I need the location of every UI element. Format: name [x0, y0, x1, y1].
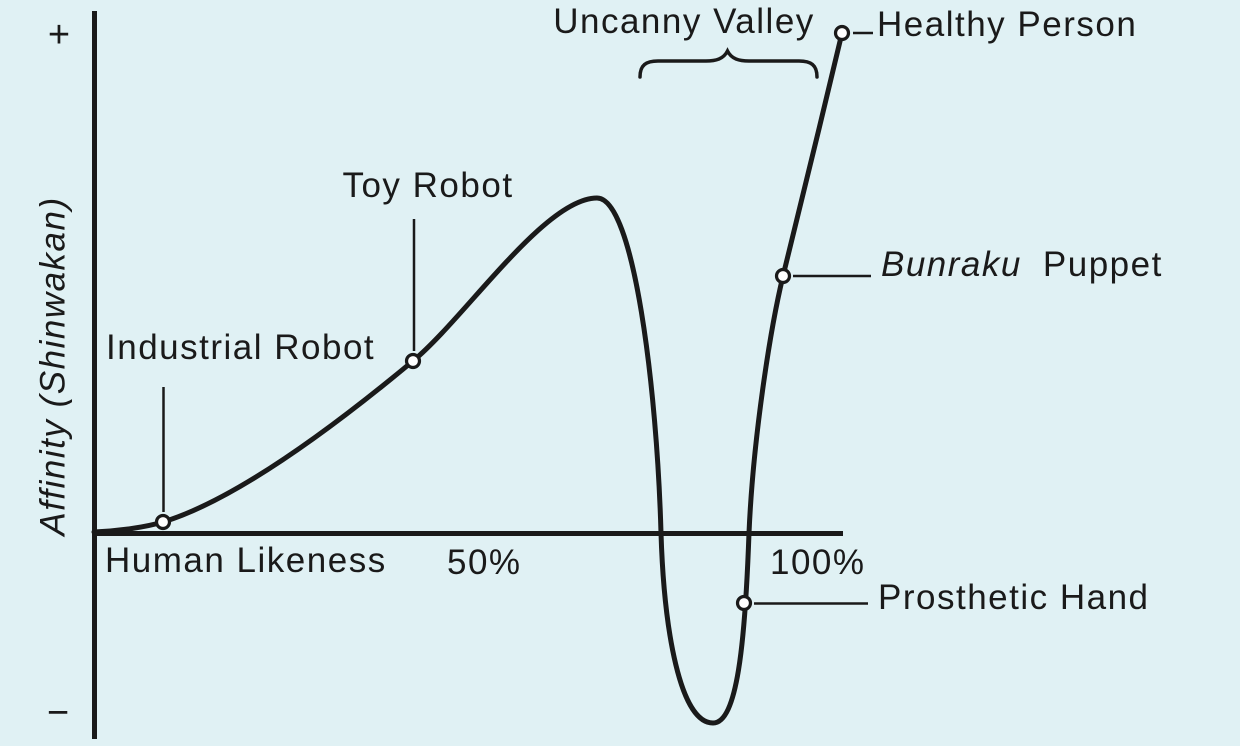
prosthetic-hand-marker — [735, 594, 753, 612]
y-axis-minus-symbol: − — [46, 692, 70, 734]
industrial-robot-label: Industrial Robot — [106, 328, 376, 367]
healthy-person-label: Healthy Person — [877, 5, 1138, 44]
industrial-robot-marker — [154, 513, 172, 531]
x-tick-100-label: 100% — [770, 543, 866, 582]
toy-robot-label: Toy Robot — [342, 166, 514, 205]
uncanny-valley-brace — [638, 47, 819, 79]
bunraku-puppet-label-regular-part: Puppet — [1042, 245, 1163, 284]
x-tick-50-label: 50% — [447, 543, 522, 582]
bunraku-puppet-label: Bunraku Puppet — [881, 247, 1163, 282]
healthy-person-marker — [833, 24, 851, 42]
x-axis-title: Human Likeness — [105, 541, 387, 580]
affinity-curve — [91, 30, 845, 726]
y-axis-plus-symbol: + — [47, 14, 71, 56]
prosthetic-hand-label: Prosthetic Hand — [878, 578, 1150, 617]
bunraku-puppet-marker — [774, 267, 792, 285]
toy-robot-marker — [404, 352, 422, 370]
y-axis-title: Affinity (Shinwakan) — [33, 196, 73, 536]
bunraku-puppet-label-italic-part: Bunraku — [881, 245, 1022, 284]
uncanny-valley-annotation: Uncanny Valley — [553, 2, 815, 41]
